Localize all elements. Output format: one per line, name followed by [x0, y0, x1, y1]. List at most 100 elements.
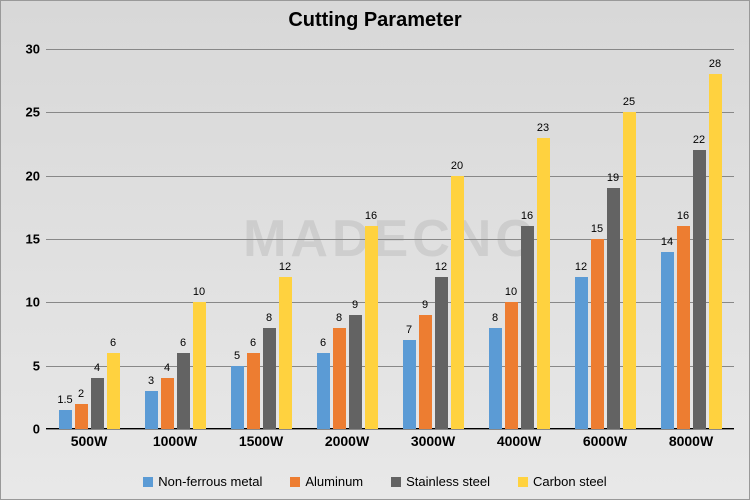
- bar: 3: [145, 391, 158, 429]
- bar-group: 7912203000W: [390, 49, 476, 429]
- y-tick-label: 10: [14, 295, 40, 310]
- x-tick-label: 1000W: [153, 433, 197, 449]
- gridline: [46, 429, 734, 430]
- bar: 14: [661, 252, 674, 429]
- legend-swatch: [518, 477, 528, 487]
- legend-label: Aluminum: [305, 474, 363, 489]
- bar-group: 141622288000W: [648, 49, 734, 429]
- legend-swatch: [391, 477, 401, 487]
- bar: 6: [317, 353, 330, 429]
- bar-value-label: 8: [492, 312, 498, 324]
- bar-group: 121519256000W: [562, 49, 648, 429]
- bar-value-label: 10: [505, 286, 517, 298]
- bar-value-label: 25: [623, 96, 635, 108]
- chart-title: Cutting Parameter: [1, 1, 749, 32]
- bar-value-label: 6: [320, 337, 326, 349]
- bar-value-label: 4: [94, 362, 100, 374]
- bar: 6: [247, 353, 260, 429]
- bar: 12: [575, 277, 588, 429]
- y-tick-label: 0: [14, 422, 40, 437]
- bar-value-label: 3: [148, 375, 154, 387]
- legend-label: Non-ferrous metal: [158, 474, 262, 489]
- bar-value-label: 28: [709, 58, 721, 70]
- bar-value-label: 8: [336, 312, 342, 324]
- bar: 9: [349, 315, 362, 429]
- bar-value-label: 1.5: [57, 394, 72, 406]
- y-tick-label: 5: [14, 358, 40, 373]
- bar: 16: [365, 226, 378, 429]
- legend-item: Carbon steel: [518, 474, 607, 489]
- bar: 1.5: [59, 410, 72, 429]
- bar-group: 81016234000W: [476, 49, 562, 429]
- bar: 12: [279, 277, 292, 429]
- bar-value-label: 9: [352, 299, 358, 311]
- bar-value-label: 5: [234, 350, 240, 362]
- bar: 10: [193, 302, 206, 429]
- bar-value-label: 22: [693, 134, 705, 146]
- bar: 22: [693, 150, 706, 429]
- bar: 4: [91, 378, 104, 429]
- bar-value-label: 10: [193, 286, 205, 298]
- bar: 7: [403, 340, 416, 429]
- bar: 10: [505, 302, 518, 429]
- bar: 8: [263, 328, 276, 429]
- bar: 28: [709, 74, 722, 429]
- bar: 6: [177, 353, 190, 429]
- bar: 15: [591, 239, 604, 429]
- plot-area: MADECNC 0510152025301.5246500W346101000W…: [46, 49, 734, 429]
- bar-value-label: 2: [78, 388, 84, 400]
- bar-value-label: 12: [435, 261, 447, 273]
- legend-item: Aluminum: [290, 474, 363, 489]
- bar-value-label: 20: [451, 160, 463, 172]
- chart-container: Cutting Parameter MADECNC 0510152025301.…: [0, 0, 750, 500]
- x-tick-label: 3000W: [411, 433, 455, 449]
- x-tick-label: 6000W: [583, 433, 627, 449]
- legend-item: Stainless steel: [391, 474, 490, 489]
- bar: 2: [75, 404, 88, 429]
- bar: 8: [489, 328, 502, 429]
- x-tick-label: 2000W: [325, 433, 369, 449]
- legend-swatch: [290, 477, 300, 487]
- bar-value-label: 16: [521, 210, 533, 222]
- y-tick-label: 30: [14, 42, 40, 57]
- bar-value-label: 15: [591, 223, 603, 235]
- bar-group: 346101000W: [132, 49, 218, 429]
- bar-value-label: 14: [661, 236, 673, 248]
- bar: 16: [521, 226, 534, 429]
- bar-value-label: 7: [406, 324, 412, 336]
- bar: 19: [607, 188, 620, 429]
- legend: Non-ferrous metal Aluminum Stainless steel…: [1, 474, 749, 489]
- bar-group: 689162000W: [304, 49, 390, 429]
- bar-value-label: 6: [110, 337, 116, 349]
- legend-swatch: [143, 477, 153, 487]
- bar-value-label: 12: [575, 261, 587, 273]
- bar-value-label: 19: [607, 172, 619, 184]
- bar: 6: [107, 353, 120, 429]
- bar-value-label: 4: [164, 362, 170, 374]
- x-tick-label: 4000W: [497, 433, 541, 449]
- bar: 20: [451, 176, 464, 429]
- y-tick-label: 20: [14, 168, 40, 183]
- bar: 12: [435, 277, 448, 429]
- bar-group: 1.5246500W: [46, 49, 132, 429]
- bar: 5: [231, 366, 244, 429]
- bar: 9: [419, 315, 432, 429]
- bar: 23: [537, 138, 550, 429]
- y-tick-label: 25: [14, 105, 40, 120]
- bar: 8: [333, 328, 346, 429]
- legend-label: Carbon steel: [533, 474, 607, 489]
- bar-value-label: 8: [266, 312, 272, 324]
- bar: 25: [623, 112, 636, 429]
- x-tick-label: 1500W: [239, 433, 283, 449]
- y-tick-label: 15: [14, 232, 40, 247]
- bar-value-label: 6: [180, 337, 186, 349]
- legend-item: Non-ferrous metal: [143, 474, 262, 489]
- legend-label: Stainless steel: [406, 474, 490, 489]
- x-tick-label: 8000W: [669, 433, 713, 449]
- bar-value-label: 23: [537, 122, 549, 134]
- x-tick-label: 500W: [71, 433, 108, 449]
- bar-value-label: 16: [365, 210, 377, 222]
- bar: 4: [161, 378, 174, 429]
- bar-value-label: 6: [250, 337, 256, 349]
- bar-group: 568121500W: [218, 49, 304, 429]
